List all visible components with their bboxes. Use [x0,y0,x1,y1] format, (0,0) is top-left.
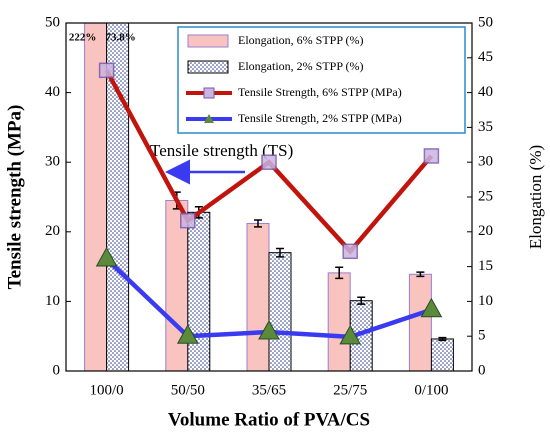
value-label: 73.8% [105,32,135,44]
y-tick-label: 50 [45,14,60,30]
marker [258,319,280,340]
x-tick-label: 25/75 [333,382,367,398]
legend-marker [204,114,214,123]
y-tick-label: 20 [45,223,60,239]
x-tick-label: 0/100 [414,382,448,398]
marker [261,154,277,170]
bar [268,252,292,371]
y2-tick-label: 0 [478,362,486,378]
y2-tick-label: 35 [478,119,493,135]
y2-tick-label: 20 [478,223,493,239]
y2-tick-label: 40 [478,84,493,100]
marker [180,212,196,229]
bar [246,222,270,371]
x-tick-label: 35/65 [252,382,286,398]
legend-swatch [187,60,229,74]
legend-marker [203,87,215,99]
marker [95,246,118,267]
legend-label: Elongation, 6% STPP (%) [238,33,364,47]
marker [339,324,362,345]
y2-tick-label: 45 [478,49,493,65]
y-tick-label: 30 [45,154,60,170]
y2-tick-label: 5 [478,328,486,344]
marker [423,148,440,164]
bar [430,338,454,371]
y2-tick-label: 15 [478,258,493,274]
x-tick-label: 50/50 [171,382,205,398]
y2-tick-label: 30 [478,154,493,170]
bar [106,23,130,371]
legend-swatch [187,34,229,48]
error-bar [416,271,425,278]
y-tick-label: 40 [45,84,60,100]
legend-label: Tensile Strength, 2% STPP (MPa) [238,111,402,125]
marker [420,297,443,318]
bar [187,211,211,371]
bar [327,272,351,371]
x-tick-label: 100/0 [90,382,124,398]
marker [98,62,115,79]
y2-tick-label: 25 [478,188,493,204]
x-axis-title: Volume Ratio of PVA/CS [168,409,370,430]
annotation: Tensile strength (TS) [150,141,293,160]
error-bar [357,296,366,305]
legend-label: Tensile Strength, 6% STPP (MPa) [238,85,402,99]
legend-label: Elongation, 2% STPP (%) [238,59,364,73]
y2-tick-label: 50 [478,14,493,30]
y-tick-label: 0 [53,362,61,378]
y-tick-label: 10 [45,293,60,309]
error-bar [335,266,344,280]
y2-tick-label: 10 [478,293,493,309]
marker [342,243,358,260]
y-axis-title: Tensile strength (MPa) [4,105,25,290]
error-bar [254,219,262,228]
marker [176,324,199,344]
error-bar [276,247,284,258]
bar [408,273,432,371]
value-label: 222% [69,32,97,44]
error-bar [438,336,447,342]
y2-axis-title: Elongation (%) [526,145,545,249]
